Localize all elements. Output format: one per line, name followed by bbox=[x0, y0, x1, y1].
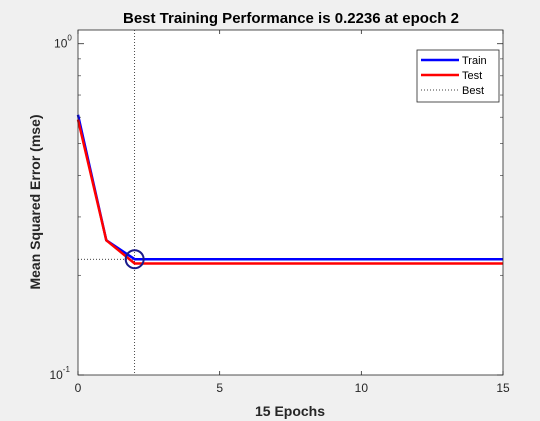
series-line-test bbox=[76, 119, 503, 265]
best-point-marker bbox=[124, 249, 145, 270]
legend-train-label: Train bbox=[462, 55, 487, 67]
chart-title: Best Training Performance is 0.2236 at e… bbox=[123, 10, 459, 27]
x-axis-label: 15 Epochs bbox=[255, 403, 325, 419]
series-line-train bbox=[76, 114, 503, 261]
x-tick-label: 5 bbox=[216, 381, 223, 395]
y-tick-label: 10 bbox=[49, 368, 63, 382]
axes-box bbox=[77, 29, 504, 376]
x-tick-label: 10 bbox=[355, 381, 369, 395]
plot-area bbox=[76, 30, 503, 375]
y-tick-label: 10 bbox=[54, 37, 68, 51]
y-tick-exponent: 0 bbox=[67, 34, 72, 43]
legend-best-label: Best bbox=[462, 85, 484, 97]
legend: Train Test Best bbox=[416, 49, 500, 103]
y-tick-exponent: -1 bbox=[63, 365, 71, 374]
legend-test-label: Test bbox=[462, 70, 482, 82]
x-tick-label: 0 bbox=[75, 381, 82, 395]
x-tick-label: 15 bbox=[496, 381, 510, 395]
y-axis-label: Mean Squared Error (mse) bbox=[27, 114, 43, 289]
